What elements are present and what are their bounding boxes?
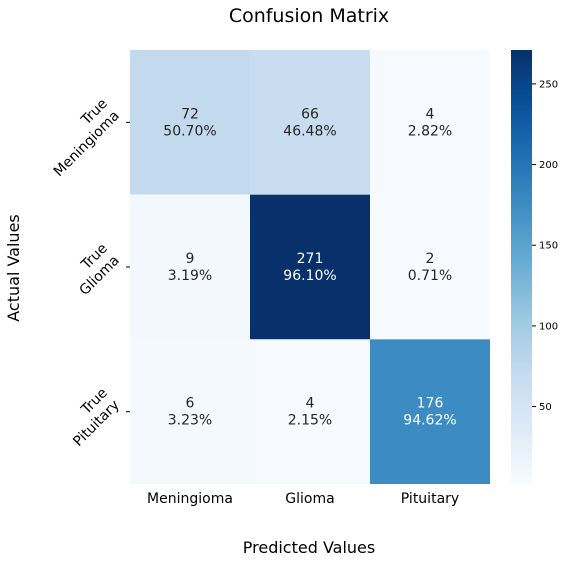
cell-percent-label: 0.71% bbox=[408, 268, 452, 284]
colorbar-tick-label: 200 bbox=[539, 160, 558, 171]
x-tick-label: Pituitary bbox=[401, 491, 459, 507]
heatmap-cell bbox=[130, 339, 250, 485]
cell-count-label: 4 bbox=[306, 396, 315, 412]
heatmap-cell bbox=[370, 194, 490, 340]
colorbar-tick-label: 50 bbox=[539, 402, 552, 413]
y-axis-label: Actual Values bbox=[4, 214, 23, 321]
cell-percent-label: 94.62% bbox=[403, 413, 456, 429]
heatmap-cell bbox=[370, 339, 490, 485]
chart-title: Confusion Matrix bbox=[229, 5, 389, 27]
colorbar bbox=[511, 50, 532, 484]
cell-count-label: 176 bbox=[417, 396, 444, 412]
colorbar-tick-label: 250 bbox=[539, 79, 558, 90]
x-tick-label: Glioma bbox=[285, 491, 334, 507]
heatmap-cell bbox=[250, 50, 370, 195]
cell-percent-label: 3.19% bbox=[168, 268, 212, 284]
cell-percent-label: 96.10% bbox=[283, 268, 336, 284]
cell-count-label: 6 bbox=[186, 396, 195, 412]
cell-percent-label: 3.23% bbox=[168, 413, 212, 429]
heatmap-cell bbox=[130, 194, 250, 340]
colorbar-tick-label: 150 bbox=[539, 241, 558, 252]
heatmap-cell bbox=[370, 50, 490, 195]
heatmap-cell bbox=[250, 339, 370, 485]
cell-percent-label: 2.82% bbox=[408, 123, 452, 139]
heatmap-cells: 7250.70%6646.48%42.82%93.19%27196.10%20.… bbox=[130, 50, 490, 485]
x-axis-label: Predicted Values bbox=[243, 538, 375, 557]
x-tick-label: Meningioma bbox=[147, 491, 233, 507]
heatmap-cell bbox=[250, 194, 370, 340]
cell-count-label: 66 bbox=[301, 106, 319, 122]
cell-percent-label: 2.15% bbox=[288, 413, 332, 429]
colorbar-ticks: 50 100 150 200 250 bbox=[532, 79, 558, 413]
heatmap-cell bbox=[130, 50, 250, 195]
cell-count-label: 2 bbox=[426, 251, 435, 267]
colorbar-tick-label: 100 bbox=[539, 321, 558, 332]
cell-count-label: 72 bbox=[181, 106, 199, 122]
cell-count-label: 4 bbox=[426, 106, 435, 122]
x-tick-labels: Meningioma Glioma Pituitary bbox=[147, 491, 459, 507]
cell-percent-label: 50.70% bbox=[163, 123, 216, 139]
cell-percent-label: 46.48% bbox=[283, 123, 336, 139]
cell-count-label: 9 bbox=[186, 251, 195, 267]
cell-count-label: 271 bbox=[297, 251, 324, 267]
